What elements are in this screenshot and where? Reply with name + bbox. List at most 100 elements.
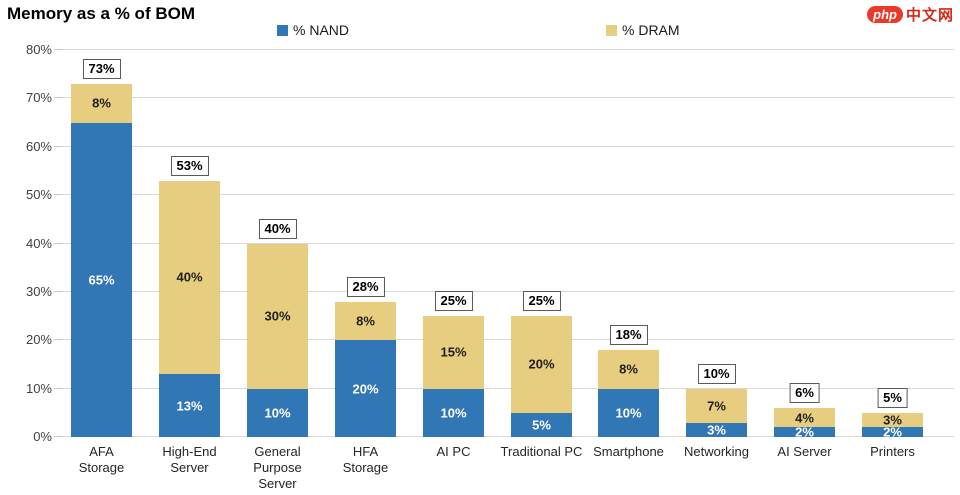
bar-ai-server: 2% 4% 6% bbox=[774, 50, 835, 439]
bar-segment-nand: 13% bbox=[159, 374, 220, 437]
legend-item-dram: % DRAM bbox=[606, 22, 680, 38]
segment-value-label: 8% bbox=[356, 313, 375, 329]
segment-value-label: 20% bbox=[352, 381, 379, 397]
bar-segment-dram: 4% bbox=[774, 407, 835, 428]
segment-value-label: 3% bbox=[707, 422, 726, 438]
legend-dram-swatch bbox=[606, 24, 617, 36]
y-tick-mark bbox=[54, 49, 62, 50]
x-axis-label: AFA Storage bbox=[78, 444, 125, 475]
x-axis-labels: AFA Storage High-End Server General Purpose Se… bbox=[62, 444, 954, 494]
segment-value-label: 2% bbox=[795, 424, 814, 440]
x-axis-label: General Purpose Server bbox=[253, 444, 302, 491]
segment-value-label: 40% bbox=[176, 269, 203, 285]
bar-segment-nand: 2% bbox=[862, 426, 923, 439]
total-value-label: 6% bbox=[789, 382, 820, 403]
y-axis-label: 70% bbox=[25, 90, 52, 106]
gridline bbox=[62, 339, 954, 341]
bar-hfa-storage: 20% 8% 28% bbox=[335, 50, 396, 437]
legend-dram-label: % DRAM bbox=[622, 22, 680, 38]
page-title: Memory as a % of BOM bbox=[7, 4, 195, 23]
bar-segment-nand: 65% bbox=[71, 122, 132, 437]
total-value-label: 18% bbox=[609, 324, 648, 345]
bar-segment-dram: 8% bbox=[598, 349, 659, 389]
bar-segment-dram: 40% bbox=[159, 180, 220, 375]
total-value-label: 5% bbox=[877, 387, 908, 408]
total-value-label: 10% bbox=[697, 363, 736, 384]
segment-value-label: 65% bbox=[88, 272, 115, 288]
y-tick-mark bbox=[54, 339, 62, 341]
segment-value-label: 10% bbox=[264, 405, 291, 421]
bar-high-end-server: 13% 40% 53% bbox=[159, 50, 220, 437]
segment-value-label: 7% bbox=[707, 398, 726, 414]
gridline bbox=[62, 290, 954, 292]
gridline bbox=[62, 97, 954, 99]
bar-segment-dram: 8% bbox=[335, 301, 396, 341]
bar-segment-nand: 20% bbox=[335, 340, 396, 437]
bar-printers: 2% 3% 5% bbox=[862, 50, 923, 439]
y-axis-label: 60% bbox=[25, 138, 52, 154]
y-tick-mark bbox=[54, 97, 62, 99]
y-tick-mark bbox=[54, 290, 62, 292]
bar-segment-dram: 8% bbox=[71, 83, 132, 123]
y-tick-mark bbox=[54, 387, 62, 389]
legend-item-nand: % NAND bbox=[277, 22, 349, 38]
gridline bbox=[62, 387, 954, 389]
bar-segment-dram: 20% bbox=[511, 316, 572, 413]
x-axis-label: AI PC bbox=[436, 444, 471, 459]
y-axis-label: 10% bbox=[25, 380, 52, 396]
total-value-label: 25% bbox=[434, 291, 473, 312]
bar-segment-dram: 15% bbox=[423, 316, 484, 389]
bar-segment-dram: 3% bbox=[862, 412, 923, 428]
php-site-logo: php 中文网 bbox=[867, 4, 954, 25]
bar-segment-nand: 10% bbox=[423, 388, 484, 437]
total-value-label: 40% bbox=[258, 218, 297, 239]
y-tick-mark bbox=[54, 242, 62, 244]
bar-segment-nand: 10% bbox=[247, 388, 308, 437]
bar-segment-nand: 5% bbox=[511, 412, 572, 437]
segment-value-label: 5% bbox=[532, 417, 551, 433]
bar-afa-storage: 65% 8% 73% bbox=[71, 50, 132, 437]
bar-traditional-pc: 5% 20% 25% bbox=[511, 50, 572, 437]
y-axis-label: 50% bbox=[25, 187, 52, 203]
segment-value-label: 10% bbox=[615, 405, 642, 421]
x-axis-label: Traditional PC bbox=[500, 444, 583, 459]
x-axis-label: Printers bbox=[870, 444, 915, 459]
y-axis-label: 20% bbox=[25, 332, 52, 348]
bar-general-purpose-server: 10% 30% 40% bbox=[247, 50, 308, 437]
bar-smartphone: 10% 8% 18% bbox=[598, 50, 659, 437]
x-axis-label: Networking bbox=[683, 444, 750, 459]
segment-value-label: 2% bbox=[883, 424, 902, 440]
bar-segment-nand: 10% bbox=[598, 388, 659, 437]
bar-ai-pc: 10% 15% 25% bbox=[423, 50, 484, 437]
segment-value-label: 30% bbox=[264, 308, 291, 324]
x-axis-label: HFA Storage bbox=[342, 444, 389, 475]
php-logo-badge-icon: php bbox=[867, 6, 903, 23]
segment-value-label: 10% bbox=[440, 405, 467, 421]
segment-value-label: 8% bbox=[619, 361, 638, 377]
segment-value-label: 3% bbox=[883, 412, 902, 428]
plot-area: 0% 10% 20% 30% 40% 50% 60% 70% 80% 65% 8% 73% 13% 40%… bbox=[26, 42, 954, 444]
segment-value-label: 15% bbox=[440, 344, 467, 360]
total-value-label: 53% bbox=[170, 155, 209, 176]
bar-segment-dram: 30% bbox=[247, 243, 308, 389]
y-tick-mark bbox=[54, 145, 62, 147]
segment-value-label: 8% bbox=[92, 95, 111, 111]
bar-segment-nand: 2% bbox=[774, 426, 835, 439]
y-axis-label: 40% bbox=[25, 235, 52, 251]
segment-value-label: 20% bbox=[528, 356, 555, 372]
y-axis-label: 30% bbox=[25, 283, 52, 299]
legend-nand-label: % NAND bbox=[293, 22, 350, 38]
php-logo-text: 中文网 bbox=[905, 7, 954, 24]
gridline bbox=[62, 194, 954, 196]
bar-segment-nand: 3% bbox=[686, 422, 747, 437]
y-axis-label: 80% bbox=[25, 42, 52, 57]
segment-value-label: 13% bbox=[176, 398, 203, 414]
x-axis-label: Smartphone bbox=[593, 444, 664, 459]
segment-value-label: 4% bbox=[795, 410, 814, 426]
total-value-label: 73% bbox=[82, 58, 121, 79]
y-axis-label: 0% bbox=[33, 429, 52, 444]
y-tick-mark bbox=[54, 194, 62, 196]
bar-networking: 3% 7% 10% bbox=[686, 50, 747, 437]
x-axis-label: High-End Server bbox=[162, 444, 217, 475]
